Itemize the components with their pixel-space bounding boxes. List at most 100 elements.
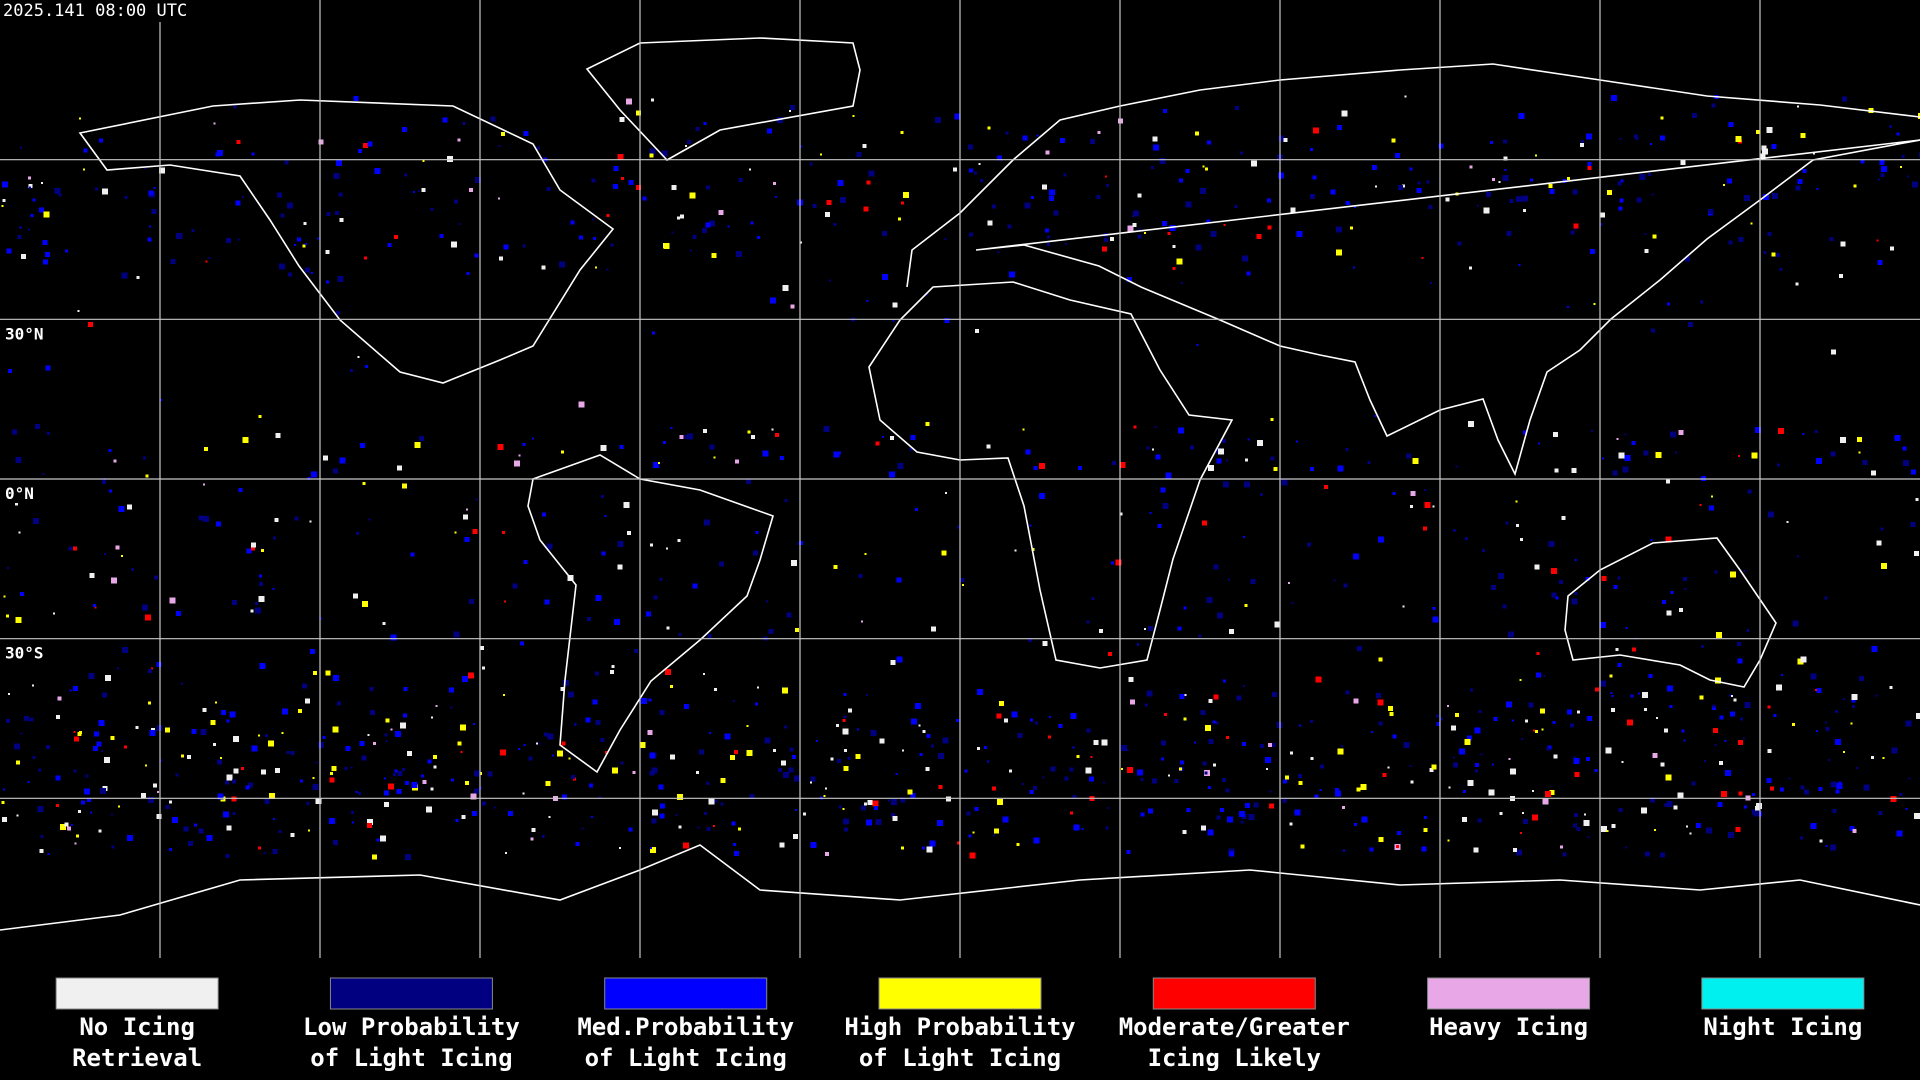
icing-pixel	[892, 319, 895, 322]
icing-pixel	[1824, 721, 1827, 724]
icing-pixel	[335, 211, 340, 215]
icing-pixel	[1830, 781, 1837, 788]
icing-pixel	[66, 826, 71, 831]
icing-pixel	[229, 711, 236, 718]
icing-pixel	[442, 117, 448, 123]
icing-pixel	[1681, 729, 1685, 733]
icing-pixel	[782, 687, 788, 694]
icing-pixel	[259, 662, 266, 669]
icing-pixel	[1206, 219, 1211, 224]
icing-pixel	[890, 798, 897, 805]
icing-pixel	[738, 827, 742, 831]
icing-pixel	[891, 812, 896, 817]
icing-pixel	[1731, 695, 1734, 698]
icing-pixel	[1183, 717, 1187, 721]
icing-pixel	[504, 852, 507, 855]
icing-pixel	[1894, 435, 1901, 442]
icing-pixel	[303, 221, 307, 225]
icing-pixel	[330, 772, 334, 776]
lat-label-backdrop	[2, 643, 52, 663]
icing-pixel	[1680, 159, 1686, 165]
icing-pixel	[1591, 429, 1594, 432]
icing-pixel	[1378, 536, 1384, 543]
icing-pixel	[1335, 788, 1340, 793]
icing-pixel	[1613, 585, 1618, 589]
icing-pixel	[888, 471, 895, 478]
icing-pixel	[198, 515, 204, 521]
icing-pixel	[601, 495, 605, 498]
icing-pixel	[1477, 204, 1480, 207]
icing-pixel	[142, 604, 148, 611]
icing-pixel	[1029, 718, 1033, 722]
icing-pixel	[774, 196, 777, 199]
icing-pixel	[791, 755, 796, 759]
icing-pixel	[1391, 138, 1396, 143]
icing-pixel	[843, 715, 847, 719]
icing-pixel	[1223, 679, 1227, 683]
icing-pixel	[232, 812, 236, 816]
icing-pixel	[900, 130, 904, 134]
icing-pixel	[435, 705, 438, 708]
icing-pixel	[1267, 225, 1272, 230]
icing-pixel	[1245, 458, 1249, 462]
icing-pixel	[1739, 717, 1743, 721]
icing-pixel	[384, 790, 390, 796]
icing-pixel	[1843, 750, 1845, 753]
icing-pixel	[518, 747, 520, 750]
icing-pixel	[727, 225, 730, 228]
icing-pixel	[54, 188, 61, 195]
icing-pixel	[275, 433, 281, 439]
icing-pixel	[265, 734, 269, 737]
icing-pixel	[451, 241, 457, 248]
icing-pixel	[1618, 452, 1625, 459]
icing-pixel	[666, 547, 669, 550]
icing-pixel	[542, 835, 545, 838]
icing-pixel	[1256, 233, 1262, 239]
icing-pixel	[322, 735, 326, 739]
icing-pixel	[1137, 193, 1142, 198]
icing-pixel	[1348, 202, 1351, 205]
icing-pixel	[1112, 461, 1117, 466]
icing-pixel	[1836, 783, 1843, 789]
icing-pixel	[432, 754, 437, 759]
icing-pixel	[1089, 139, 1095, 145]
icing-pixel	[779, 842, 785, 848]
icing-pixel	[280, 213, 285, 218]
icing-pixel	[250, 609, 254, 613]
icing-pixel	[745, 478, 751, 484]
icing-pixel	[1042, 640, 1048, 646]
icing-pixel	[1549, 789, 1555, 795]
icing-pixel	[1543, 675, 1546, 678]
icing-pixel	[1357, 645, 1363, 651]
icing-pixel	[659, 577, 663, 581]
icing-pixel	[1086, 728, 1091, 733]
icing-pixel	[466, 508, 468, 511]
icing-pixel	[996, 713, 1002, 719]
icing-pixel	[1354, 206, 1357, 209]
icing-pixel	[1048, 715, 1051, 718]
icing-pixel	[1493, 717, 1498, 722]
icing-pixel	[825, 212, 831, 218]
icing-pixel	[1755, 805, 1761, 811]
icing-pixel	[1490, 140, 1494, 144]
icing-pixel	[1070, 712, 1077, 719]
icing-pixel	[1165, 472, 1172, 479]
icing-pixel	[590, 815, 593, 818]
icing-pixel	[388, 783, 394, 790]
icing-pixel	[1029, 524, 1032, 527]
icing-pixel	[1502, 139, 1507, 144]
icing-pixel	[1274, 621, 1281, 628]
icing-pixel	[650, 847, 657, 854]
icing-pixel	[469, 599, 475, 604]
icing-pixel	[1624, 454, 1631, 461]
icing-pixel	[1503, 156, 1508, 161]
icing-pixel	[1458, 748, 1465, 755]
icing-pixel	[685, 145, 688, 148]
icing-pixel	[1730, 571, 1737, 578]
icing-pixel	[856, 152, 862, 158]
icing-pixel	[514, 460, 521, 467]
icing-pixel	[350, 368, 354, 372]
icing-pixel	[1792, 620, 1799, 627]
icing-pixel	[945, 492, 947, 495]
icing-pixel	[1724, 770, 1731, 776]
